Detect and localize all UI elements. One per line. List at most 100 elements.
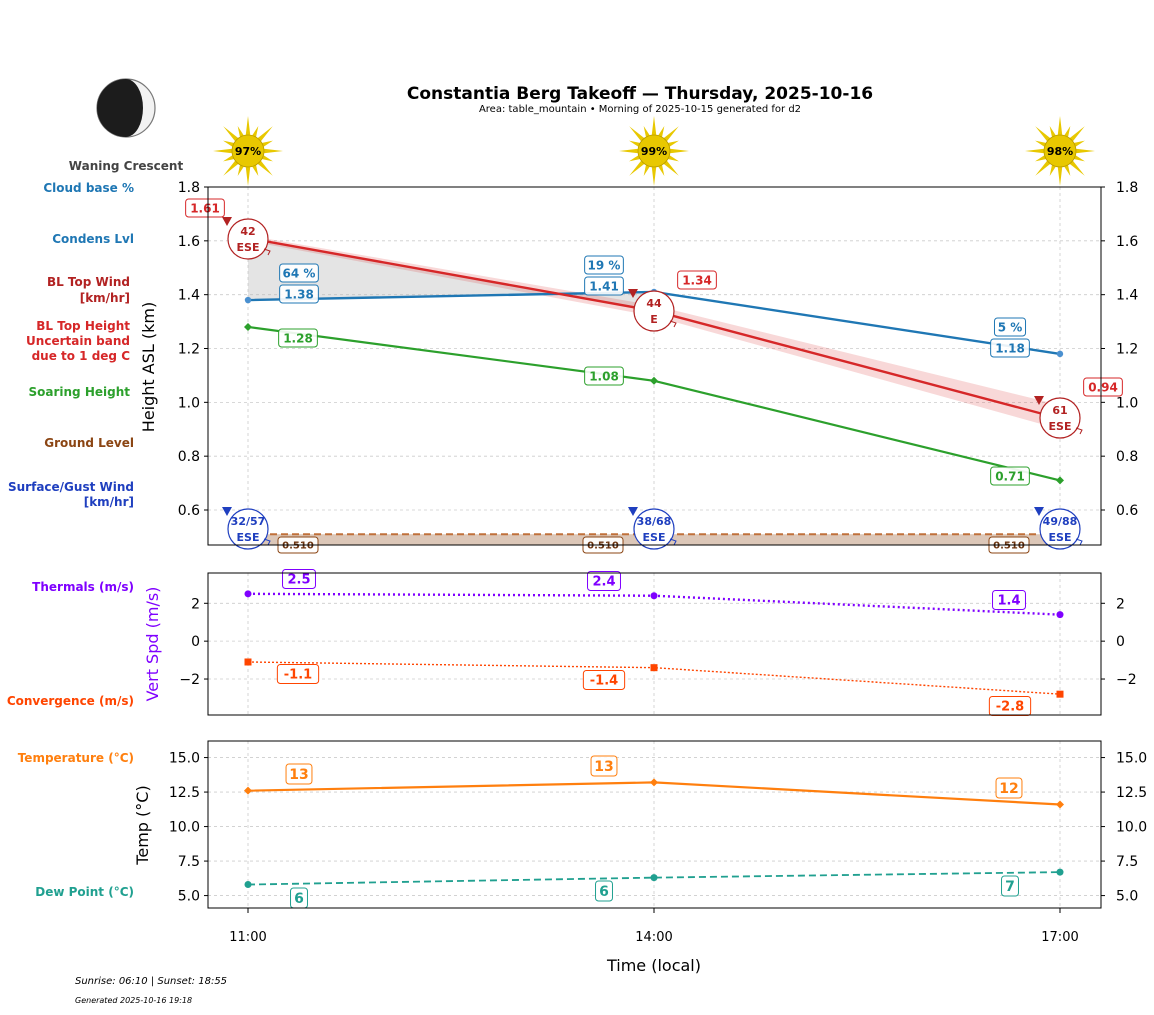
label-bl-wind-2: [km/hr] (80, 291, 130, 305)
ground-label: 0.510 (993, 541, 1025, 552)
label-soaring: Soaring Height (29, 385, 131, 399)
thermals-point (1056, 611, 1064, 619)
lines-layer (247, 236, 1061, 886)
generated-stamp: Generated 2025-10-16 19:18 (75, 996, 192, 1005)
label-surface-1: Surface/Gust Wind (8, 480, 134, 494)
condens-label: 1.41 (589, 279, 619, 293)
surface-wind-arrow (628, 507, 638, 516)
temperature-label-box (995, 777, 1023, 799)
chart-subtitle: Area: table_mountain • Morning of 2025-1… (479, 104, 801, 115)
cloud-base-label-box (279, 263, 319, 283)
label-cloud-base: Cloud base % (43, 181, 134, 195)
temperature-point (650, 778, 658, 787)
x-tick-label: 14:00 (635, 930, 672, 945)
condens-label: 1.38 (284, 287, 314, 301)
convergence-point (650, 664, 658, 672)
dewpoint-point (650, 874, 658, 882)
marks-layer (244, 288, 1064, 889)
dewpoint-label: 7 (1005, 879, 1015, 895)
label-bl-height-1: BL Top Height (36, 319, 130, 333)
label-bl-wind-1: BL Top Wind (47, 275, 130, 289)
cloud-base-label-box (993, 317, 1027, 337)
temperature-point (1056, 800, 1064, 809)
ground-label: 0.510 (282, 541, 314, 552)
surface-wind-barb (1075, 538, 1083, 546)
label-condens: Condens Lvl (52, 232, 134, 246)
label-thermals: Thermals (m/s) (32, 580, 134, 594)
thermals-point (244, 590, 252, 598)
surface-wind-speed: 38/68 (637, 515, 672, 528)
sun-rays (619, 116, 689, 186)
surface-wind-barb (263, 538, 271, 546)
temperature-label-box (590, 755, 618, 777)
y-tick-label-right: 7.5 (1116, 854, 1138, 870)
condens-label-box (990, 338, 1030, 358)
sun-percent: 99% (641, 145, 667, 158)
panel1-ylabel: Height ASL (km) (139, 302, 158, 432)
panel2-frame (207, 572, 1102, 716)
y-tick-label-left: 1.0 (178, 395, 200, 411)
convergence-label: -1.1 (284, 668, 312, 683)
y-tick-label-left: 12.5 (169, 785, 200, 801)
dewpoint-label: 6 (599, 884, 609, 900)
sun-disc (1043, 134, 1077, 168)
temperature-point (244, 786, 252, 795)
panel2-ylabel: Vert Spd (m/s) (143, 587, 162, 702)
y-tick-label-right: 1.2 (1116, 342, 1138, 358)
y-tick-label-right: −2 (1116, 672, 1137, 688)
bl-top-wind-circle (633, 290, 675, 332)
temperature-label: 13 (594, 759, 613, 775)
ground-label: 0.510 (587, 541, 619, 552)
soaring-label: 0.71 (995, 469, 1025, 483)
y-tick-label-right: 15.0 (1116, 751, 1147, 767)
y-tick-label-right: 10.0 (1116, 820, 1147, 836)
condens-label: 1.18 (995, 341, 1025, 355)
sun-icon: 98% (1025, 116, 1095, 186)
bl-top-wind-barb (669, 320, 677, 328)
bl-top-wind-direction: ESE (1049, 420, 1072, 433)
thermals-label-box (587, 571, 621, 591)
cloud-base-label-box (584, 255, 624, 275)
y-tick-label-left: 1.4 (178, 288, 200, 304)
temperature-label: 12 (999, 781, 1018, 797)
bl-top-label: 1.34 (682, 273, 712, 287)
surface-wind-circle (1039, 508, 1081, 550)
sun-rays (1025, 116, 1095, 186)
sun-disc (231, 134, 265, 168)
panel3-ylabel: Temp (°C) (133, 785, 152, 865)
bl-top-label: 1.61 (190, 201, 220, 215)
sun-icon: 99% (619, 116, 689, 186)
convergence-label-box (276, 664, 320, 684)
thermals-label-box (992, 590, 1026, 610)
y-tick-label-right: 1.8 (1116, 180, 1138, 196)
dewpoint-label-box (1001, 875, 1019, 897)
surface-wind-circle (227, 508, 269, 550)
y-tick-label-right: 1.0 (1116, 395, 1138, 411)
bl-top-wind-barb (1075, 427, 1083, 435)
surface-wind-speed: 49/88 (1043, 515, 1078, 528)
surface-wind-arrow (1034, 507, 1044, 516)
bl-top-wind-speed: 61 (1052, 404, 1067, 417)
y-tick-label-right: 1.6 (1116, 234, 1138, 250)
soaring-point (244, 322, 252, 331)
convergence-label: -1.4 (590, 674, 618, 689)
convergence-point (244, 658, 252, 666)
soaring-point (1056, 476, 1064, 485)
bl-top-wind-arrow (628, 289, 638, 298)
y-tick-label-left: 5.0 (178, 889, 200, 905)
y-tick-label-left: 10.0 (169, 820, 200, 836)
bl-top-wind-direction: E (650, 313, 658, 326)
y-tick-label-left: −2 (179, 672, 200, 688)
moon-phase-label: Waning Crescent (69, 159, 184, 173)
soaring-label: 1.08 (589, 369, 619, 383)
bl-top-wind-circle (227, 218, 269, 260)
cloud-base-label: 5 % (998, 320, 1023, 334)
panel1-frame (207, 186, 1102, 546)
label-bl-height-2: Uncertain band (26, 334, 130, 348)
bl-top-label-box (185, 198, 225, 218)
dewpoint-line (247, 871, 1061, 886)
y-tick-label-left: 0.6 (178, 503, 200, 519)
temperature-label-box (285, 763, 313, 785)
moon-icon (96, 78, 156, 138)
y-tick-label-left: 0.8 (178, 449, 200, 465)
